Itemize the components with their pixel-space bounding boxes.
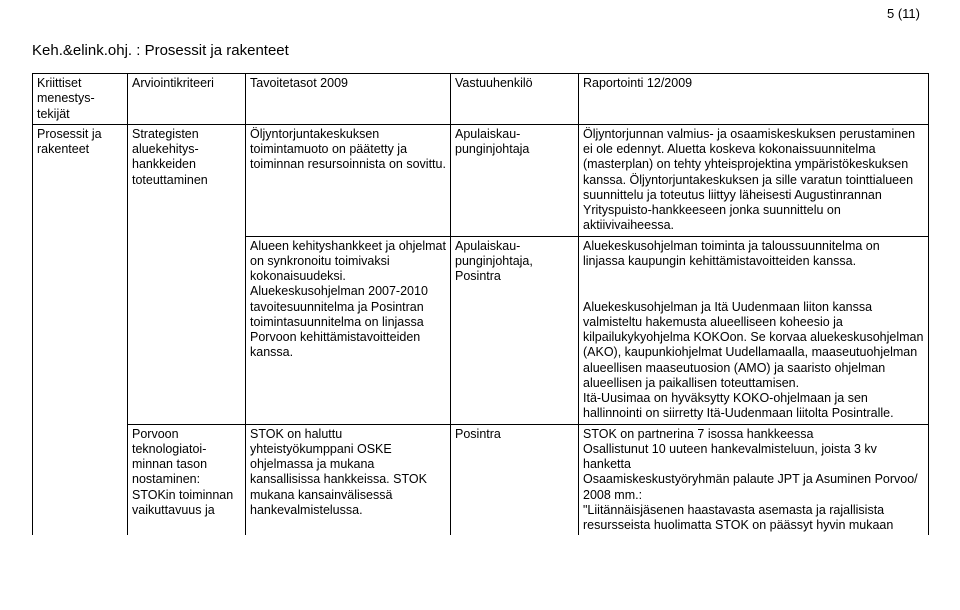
col-header-raportointi: Raportointi 12/2009 [579, 74, 929, 125]
cell-kriittiset [33, 424, 128, 535]
cell-raportointi: Öljyntorjunnan valmius- ja osaamiskeskuk… [579, 124, 929, 236]
col-header-tavoitetasot: Tavoitetasot 2009 [246, 74, 451, 125]
cell-kriittiset: Prosessit ja rakenteet [33, 124, 128, 236]
cell-tavoitetasot: STOK on haluttu yhteistyökumppani OSKE o… [246, 424, 451, 535]
table-header-row: Kriittiset menestys-tekijät Arviointikri… [33, 74, 929, 125]
col-header-vastuuhenkilo: Vastuuhenkilö [451, 74, 579, 125]
col-header-kriittiset: Kriittiset menestys-tekijät [33, 74, 128, 125]
table-row: Porvoon teknologiatoi-minnan tason nosta… [33, 424, 929, 535]
cell-tavoitetasot: Alueen kehityshankkeet ja ohjelmat on sy… [246, 236, 451, 424]
cell-arviointikriteeri [128, 236, 246, 424]
cell-arviointikriteeri: Strategisten aluekehitys-hankkeiden tote… [128, 124, 246, 236]
cell-tavoitetasot: Öljyntorjuntakeskuksen toimintamuoto on … [246, 124, 451, 236]
document-title: Keh.&elink.ohj. : Prosessit ja rakenteet [32, 42, 928, 59]
report-table: Kriittiset menestys-tekijät Arviointikri… [32, 73, 929, 535]
cell-raportointi: STOK on partnerina 7 isossa hankkeessaOs… [579, 424, 929, 535]
cell-vastuuhenkilo: Apulaiskau-punginjohtaja [451, 124, 579, 236]
cell-arviointikriteeri: Porvoon teknologiatoi-minnan tason nosta… [128, 424, 246, 535]
cell-vastuuhenkilo: Posintra [451, 424, 579, 535]
table-row: Alueen kehityshankkeet ja ohjelmat on sy… [33, 236, 929, 424]
cell-vastuuhenkilo: Apulaiskau-punginjohtaja, Posintra [451, 236, 579, 424]
page: 5 (11) Keh.&elink.ohj. : Prosessit ja ra… [0, 0, 960, 610]
cell-kriittiset [33, 236, 128, 424]
page-number: 5 (11) [887, 6, 920, 21]
col-header-arviointikriteeri: Arviointikriteeri [128, 74, 246, 125]
cell-raportointi: Aluekeskusohjelman toiminta ja taloussuu… [579, 236, 929, 424]
table-row: Prosessit ja rakenteet Strategisten alue… [33, 124, 929, 236]
